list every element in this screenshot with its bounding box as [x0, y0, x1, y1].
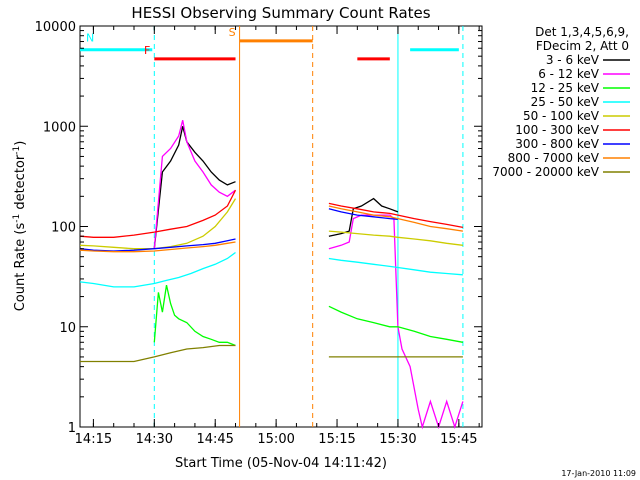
plot-frame	[79, 25, 483, 428]
series-line	[328, 257, 463, 276]
saa-lines	[153, 26, 464, 427]
legend-label: 50 - 100 keV	[523, 109, 600, 123]
chart-title: HESSI Observing Summary Count Rates	[131, 4, 430, 22]
series-line	[79, 189, 237, 238]
legend-label: 300 - 800 keV	[515, 137, 599, 151]
x-axis-label: Start Time (05-Nov-04 14:11:42)	[175, 456, 387, 471]
y-tick-label: 100	[51, 221, 76, 236]
series-line	[153, 126, 236, 249]
legend-label: 25 - 50 keV	[531, 95, 600, 109]
legend-label: 3 - 6 keV	[546, 53, 600, 67]
x-tick-label: 15:45	[440, 432, 477, 447]
ticks-layer: 14:15 14:30 14:45 15:00 15:15 15:30 15:45 1 10 10…	[35, 20, 482, 447]
legend-label: 12 - 25 keV	[531, 81, 600, 95]
flag-label: F	[144, 44, 150, 57]
series-line	[79, 251, 236, 288]
y-axis-label: Count Rate (s-1 detector-1)	[12, 141, 28, 312]
y-tick-label: 1000	[43, 120, 76, 135]
x-tick-label: 14:30	[136, 432, 173, 447]
series-line	[153, 120, 236, 249]
legend-label: 7000 - 20000 keV	[492, 165, 599, 179]
series-line	[328, 305, 464, 343]
flag-label: N	[86, 32, 94, 45]
y-axis-label-main: Count Rate (s	[13, 223, 28, 312]
series-line	[79, 198, 237, 250]
y-tick-label: 10000	[35, 20, 76, 35]
legend-header-2: FDecim 2, Att 0	[536, 39, 629, 53]
series-line	[80, 344, 236, 363]
x-tick-label: 15:30	[379, 432, 416, 447]
legend-header-1: Det 1,3,4,5,6,9,	[535, 25, 629, 39]
series-line	[328, 202, 464, 229]
flag-label: S	[229, 26, 236, 39]
legend-label: 100 - 300 keV	[515, 123, 599, 137]
y-axis-label-end: )	[13, 141, 28, 146]
legend-label: 6 - 12 keV	[538, 67, 600, 81]
x-tick-label: 14:45	[196, 432, 233, 447]
y-tick-label: 10	[59, 321, 76, 336]
series-line	[328, 208, 398, 220]
y-axis-label-sup1: -1	[12, 214, 22, 223]
series-line	[79, 241, 236, 253]
flags-layer: N F S	[80, 26, 459, 61]
legend-label: 800 - 7000 keV	[508, 151, 600, 165]
series-line	[328, 205, 463, 232]
x-tick-label: 14:15	[75, 432, 112, 447]
x-tick-label: 15:00	[257, 432, 294, 447]
series-layer	[79, 120, 464, 430]
series-line	[79, 238, 236, 252]
series-line	[328, 230, 463, 246]
y-tick-label: 1	[68, 421, 76, 436]
timestamp: 17-Jan-2010 11:09	[561, 469, 636, 478]
y-axis-label-sup2: -1	[12, 146, 22, 155]
series-line	[328, 214, 464, 430]
series-line	[328, 197, 399, 237]
series-line	[153, 284, 236, 347]
x-tick-label: 15:15	[318, 432, 355, 447]
y-axis-label-mid: detector	[13, 154, 28, 214]
